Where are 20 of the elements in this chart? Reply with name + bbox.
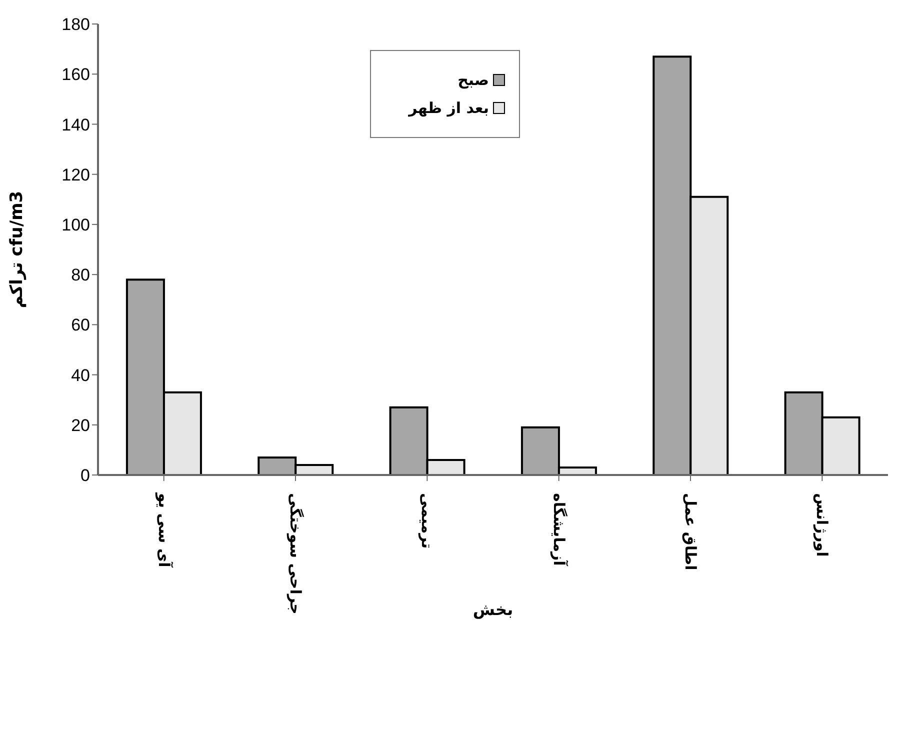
- x-tick-label: اورژانس: [813, 493, 832, 557]
- x-tick-label: آزمایشگاه: [550, 493, 569, 567]
- legend-label: صبح: [458, 71, 489, 89]
- y-axis-title: تراکم cfu/m3: [7, 190, 28, 308]
- legend-label: بعد از ظهر: [408, 99, 489, 117]
- x-tick-label: آی سی یو: [154, 492, 174, 568]
- y-tick-label: 120: [62, 165, 90, 184]
- y-tick-label: 40: [71, 366, 90, 385]
- y-tick-label: 0: [80, 466, 90, 486]
- x-tick-label: ترمیمی: [418, 493, 436, 549]
- y-tick-label: 180: [62, 15, 90, 34]
- y-tick-label: 100: [62, 215, 90, 234]
- y-tick-label: 160: [62, 65, 90, 84]
- y-tick-label: 80: [71, 266, 90, 285]
- x-tick-label: جراحی سوختگی: [286, 493, 304, 614]
- y-tick-label: 60: [71, 316, 90, 335]
- y-tick-label: 140: [62, 115, 90, 134]
- x-tick-label: اطاق عمل: [682, 493, 700, 570]
- y-tick-label: 20: [71, 416, 90, 435]
- x-axis-title: بخش: [472, 600, 514, 619]
